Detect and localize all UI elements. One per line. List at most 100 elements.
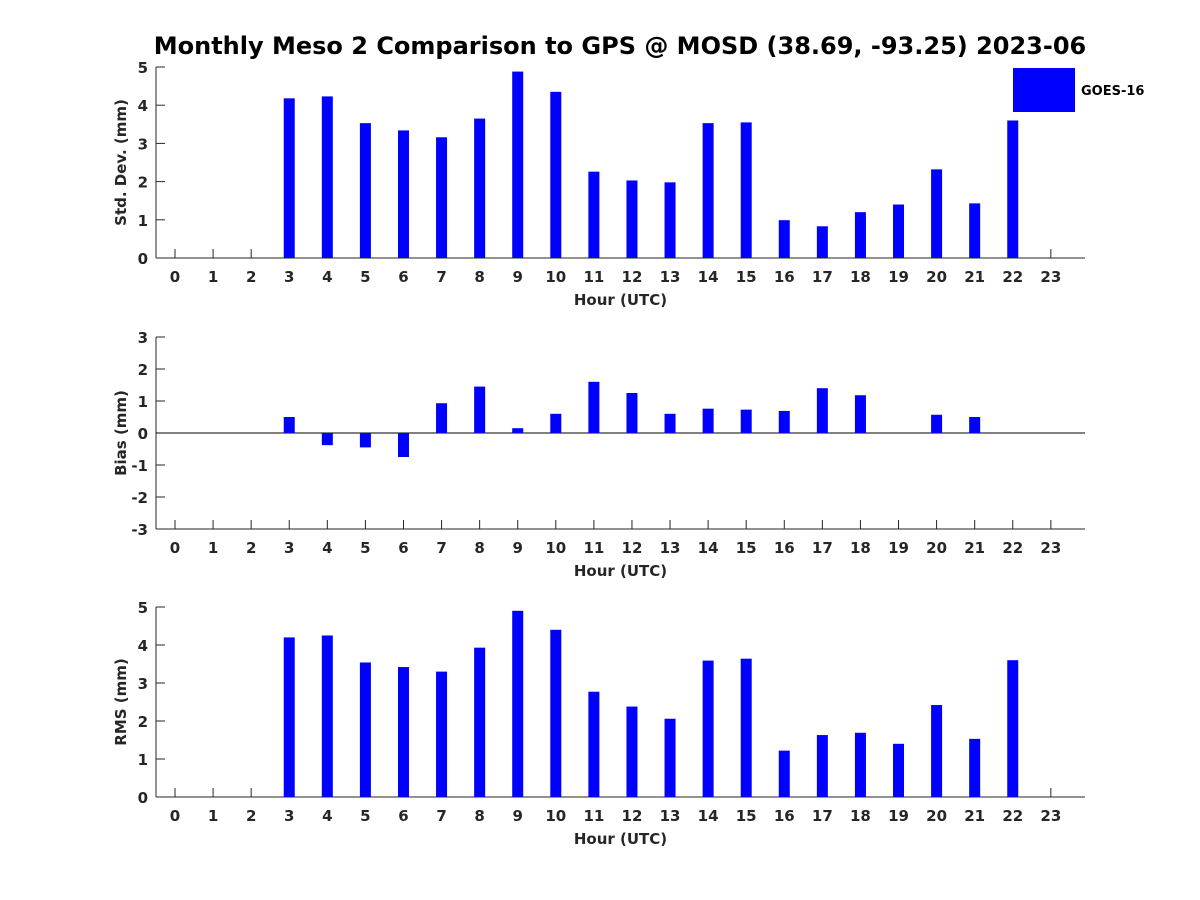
x-tick-label: 5: [360, 807, 370, 825]
bar-hour-4: [321, 96, 333, 258]
x-tick-label: 8: [474, 807, 484, 825]
bar-hour-12: [626, 393, 638, 433]
x-tick-label: 14: [698, 268, 719, 286]
x-tick-label: 0: [170, 539, 180, 557]
bar-hour-5: [359, 662, 371, 797]
bar-hour-13: [664, 182, 676, 258]
chart-title: Monthly Meso 2 Comparison to GPS @ MOSD …: [154, 32, 1087, 60]
x-tick-label: 1: [208, 807, 218, 825]
y-tick-label: 5: [138, 599, 148, 617]
y-tick-label: 2: [138, 174, 148, 192]
x-tick-label: 10: [545, 807, 566, 825]
y-tick-label: 2: [138, 713, 148, 731]
x-tick-label: 4: [322, 268, 332, 286]
x-tick-label: 21: [964, 268, 985, 286]
x-tick-label: 2: [246, 539, 256, 557]
y-tick-label: 1: [138, 212, 148, 230]
x-tick-label: 9: [513, 539, 523, 557]
bar-hour-19: [893, 743, 905, 797]
bar-hour-11: [588, 171, 600, 258]
bar-hour-3: [283, 98, 295, 258]
x-tick-label: 15: [736, 539, 757, 557]
x-tick-label: 2: [246, 807, 256, 825]
bar-hour-4: [321, 433, 333, 446]
bar-hour-14: [702, 660, 714, 797]
x-tick-label: 9: [513, 268, 523, 286]
x-axis-label: Hour (UTC): [574, 562, 667, 580]
y-tick-label: 1: [138, 751, 148, 769]
x-tick-label: 19: [888, 268, 909, 286]
x-tick-label: 1: [208, 539, 218, 557]
bar-hour-16: [778, 750, 790, 797]
x-tick-label: 23: [1040, 539, 1061, 557]
x-tick-label: 17: [812, 807, 833, 825]
y-tick-label: 0: [138, 425, 148, 443]
x-tick-label: 21: [964, 539, 985, 557]
y-tick-label: 3: [138, 675, 148, 693]
x-tick-label: 3: [284, 539, 294, 557]
x-tick-label: 21: [964, 807, 985, 825]
x-tick-label: 12: [622, 539, 643, 557]
bar-hour-6: [397, 130, 409, 258]
bar-hour-18: [854, 395, 866, 433]
x-tick-label: 16: [774, 807, 795, 825]
bar-hour-18: [854, 732, 866, 797]
x-tick-label: 3: [284, 807, 294, 825]
bar-hour-14: [702, 408, 714, 433]
x-tick-label: 2: [246, 268, 256, 286]
x-axis-label: Hour (UTC): [574, 291, 667, 309]
bar-hour-8: [474, 118, 486, 258]
y-tick-label: 1: [138, 393, 148, 411]
x-tick-label: 12: [622, 807, 643, 825]
x-axis-label: Hour (UTC): [574, 830, 667, 848]
x-tick-label: 13: [660, 268, 681, 286]
y-axis-label: Std. Dev. (mm): [112, 99, 130, 226]
bar-hour-5: [359, 123, 371, 259]
bar-hour-9: [512, 71, 524, 258]
bar-hour-20: [931, 414, 943, 433]
bar-hour-21: [969, 417, 981, 433]
x-tick-label: 18: [850, 807, 871, 825]
x-tick-label: 5: [360, 268, 370, 286]
x-tick-label: 17: [812, 268, 833, 286]
bar-hour-3: [283, 417, 295, 433]
y-tick-label: 3: [138, 329, 148, 347]
bar-hour-15: [740, 409, 752, 433]
bar-hour-9: [512, 428, 524, 433]
x-tick-label: 16: [774, 268, 795, 286]
x-tick-label: 22: [1002, 268, 1023, 286]
x-tick-label: 11: [583, 807, 604, 825]
bar-hour-16: [778, 410, 790, 433]
bar-hour-7: [436, 671, 448, 797]
bar-hour-22: [1007, 120, 1019, 258]
x-tick-label: 6: [398, 539, 408, 557]
x-tick-label: 8: [474, 539, 484, 557]
x-tick-label: 20: [926, 268, 947, 286]
bar-hour-6: [397, 433, 409, 457]
x-tick-label: 14: [698, 807, 719, 825]
x-tick-label: 0: [170, 268, 180, 286]
x-tick-label: 3: [284, 268, 294, 286]
bar-hour-21: [969, 203, 981, 258]
bar-hour-12: [626, 180, 638, 258]
x-tick-label: 8: [474, 268, 484, 286]
x-tick-label: 23: [1040, 268, 1061, 286]
bar-hour-21: [969, 738, 981, 797]
y-tick-label: 0: [138, 250, 148, 268]
x-tick-label: 5: [360, 539, 370, 557]
bar-hour-6: [397, 667, 409, 797]
bar-hour-13: [664, 718, 676, 797]
bar-hour-14: [702, 123, 714, 259]
x-tick-label: 20: [926, 539, 947, 557]
y-tick-label: 2: [138, 361, 148, 379]
bar-hour-12: [626, 706, 638, 797]
legend: GOES-16: [1013, 68, 1144, 112]
x-tick-label: 7: [436, 539, 446, 557]
bar-hour-18: [854, 212, 866, 258]
x-tick-label: 17: [812, 539, 833, 557]
bar-hour-15: [740, 122, 752, 258]
